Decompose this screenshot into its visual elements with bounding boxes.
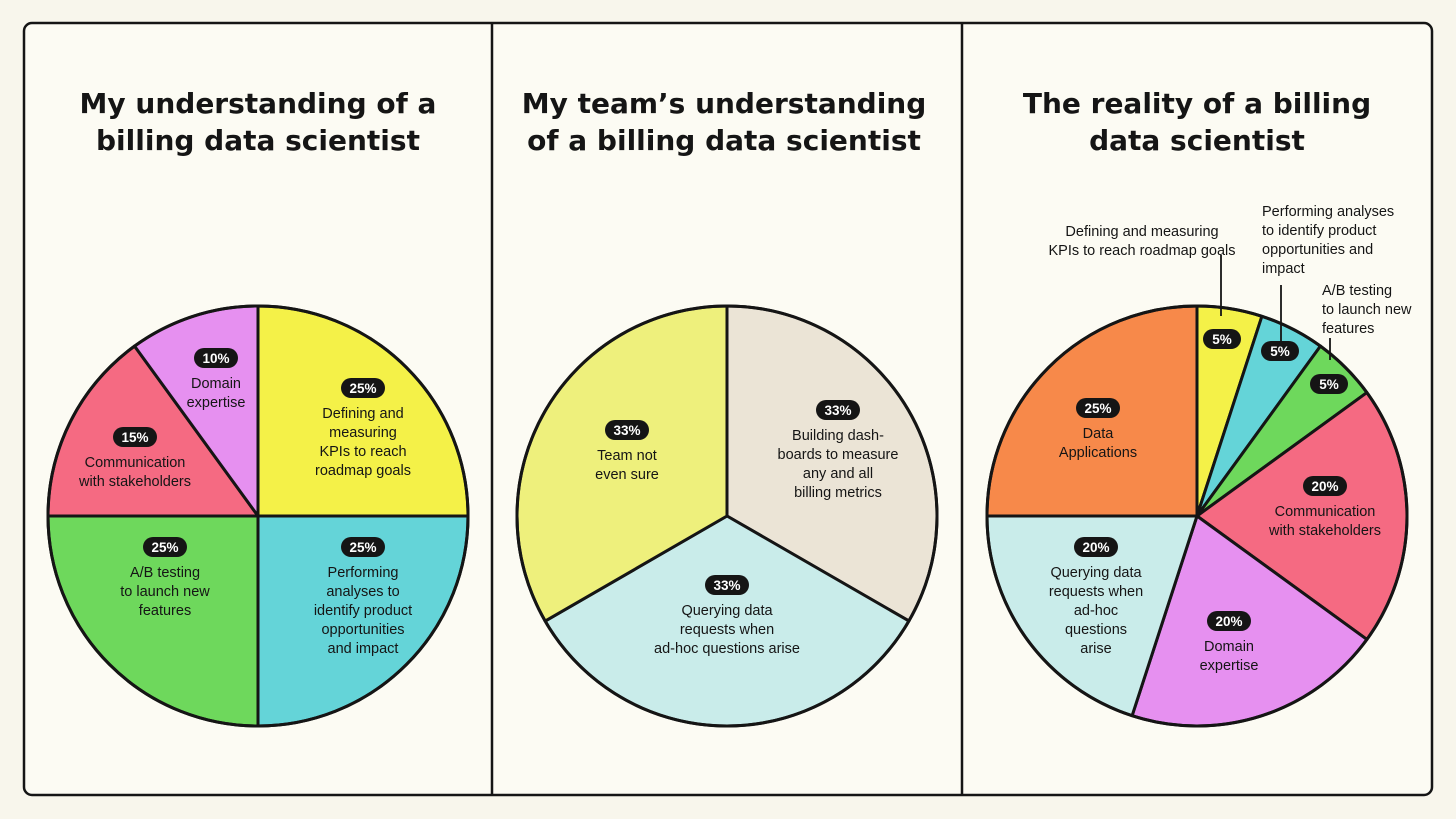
slice-label: Defining and measuring [1065, 224, 1218, 240]
percent-badge [341, 378, 385, 398]
slice-label: KPIs to reach [319, 444, 406, 460]
slice-label: Team not [597, 448, 657, 464]
percent-badge [341, 537, 385, 557]
percent-badge [816, 400, 860, 420]
pie-rim [515, 304, 939, 728]
percent-label: 25% [1084, 401, 1111, 416]
chart-title: billing data scientist [96, 124, 420, 157]
percent-badge [194, 348, 238, 368]
slice-label: with stakeholders [78, 474, 191, 490]
slice-label: Communication [85, 455, 186, 471]
percent-badge [143, 537, 187, 557]
slice-label: expertise [1200, 658, 1259, 674]
panel-reality: The reality of a billing data scientist 5%… [985, 87, 1412, 728]
percent-badge [1074, 537, 1118, 557]
percent-badge [705, 575, 749, 595]
panel-my-understanding: My understanding of a billing data scient… [46, 87, 470, 728]
slice-label: ad-hoc [1074, 603, 1118, 619]
percent-label: 20% [1215, 614, 1242, 629]
percent-badge [1207, 611, 1251, 631]
slice-label: requests when [680, 622, 774, 638]
panel-team-understanding: My team’s understanding of a billing data… [515, 87, 939, 728]
slice-label: Defining and [322, 406, 403, 422]
percent-label: 20% [1311, 479, 1338, 494]
slice-label: features [1322, 321, 1374, 337]
percent-badge [113, 427, 157, 447]
pie-rim [46, 304, 470, 728]
percent-label: 5% [1270, 344, 1290, 359]
percent-label: 33% [824, 403, 851, 418]
slice-label: billing metrics [794, 485, 882, 501]
slice-label: any and all [803, 466, 873, 482]
slice-label: identify product [314, 603, 412, 619]
slice-label: and impact [328, 641, 399, 657]
percent-badge [1261, 341, 1299, 361]
slice-label: questions [1065, 622, 1127, 638]
slice-label: boards to measure [778, 447, 899, 463]
slice-label: Domain [1204, 639, 1254, 655]
percent-label: 33% [613, 423, 640, 438]
percent-label: 5% [1212, 332, 1232, 347]
slice-label: roadmap goals [315, 463, 411, 479]
slice-label: Querying data [681, 603, 773, 619]
percent-label: 25% [349, 540, 376, 555]
slice-label: measuring [329, 425, 397, 441]
slice-label: to launch new [1322, 302, 1412, 318]
chart-title: data scientist [1089, 124, 1305, 157]
slice-label: to launch new [120, 584, 210, 600]
percent-badge [1310, 374, 1348, 394]
slice-label: opportunities [321, 622, 404, 638]
slice-label: A/B testing [1322, 283, 1392, 299]
slice-label: A/B testing [130, 565, 200, 581]
percent-badge [1076, 398, 1120, 418]
slice-label: to identify product [1262, 223, 1376, 239]
percent-badge [1203, 329, 1241, 349]
slice-label: impact [1262, 261, 1305, 277]
percent-label: 15% [121, 430, 148, 445]
chart-title: My team’s understanding [522, 87, 927, 120]
percent-label: 20% [1082, 540, 1109, 555]
slice-label: ad-hoc questions arise [654, 641, 800, 657]
percent-badge [1303, 476, 1347, 496]
slice-label: expertise [187, 395, 246, 411]
slice-label: Applications [1059, 445, 1137, 461]
slice-label: opportunities and [1262, 242, 1373, 258]
slice-label: requests when [1049, 584, 1143, 600]
percent-label: 33% [713, 578, 740, 593]
slice-label: Domain [191, 376, 241, 392]
percent-label: 25% [349, 381, 376, 396]
slice-label: Querying data [1050, 565, 1142, 581]
slice-label: analyses to [326, 584, 399, 600]
percent-label: 10% [202, 351, 229, 366]
pie-rim [985, 304, 1409, 728]
chart-title: of a billing data scientist [527, 124, 921, 157]
slice-label: Communication [1275, 504, 1376, 520]
percent-badge [605, 420, 649, 440]
chart-title: The reality of a billing [1023, 87, 1371, 120]
slice-label: KPIs to reach roadmap goals [1049, 243, 1236, 259]
slice-label: Building dash- [792, 428, 884, 444]
slice-label: arise [1080, 641, 1111, 657]
percent-label: 5% [1319, 377, 1339, 392]
percent-label: 25% [151, 540, 178, 555]
slice-label: Performing analyses [1262, 204, 1394, 220]
slice-label: Performing [328, 565, 399, 581]
slice-label: Data [1083, 426, 1115, 442]
slice-label: even sure [595, 467, 659, 483]
slice-label: with stakeholders [1268, 523, 1381, 539]
chart-title: My understanding of a [80, 87, 437, 120]
slice-label: features [139, 603, 191, 619]
